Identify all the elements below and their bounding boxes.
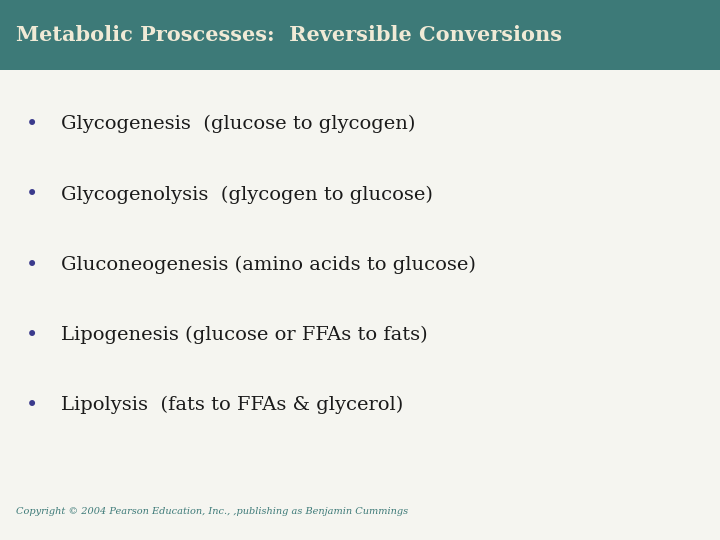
Text: •: • [26, 184, 39, 205]
Text: Metabolic Proscesses:  Reversible Conversions: Metabolic Proscesses: Reversible Convers… [16, 25, 562, 45]
Text: Lipogenesis (glucose or FFAs to fats): Lipogenesis (glucose or FFAs to fats) [61, 326, 428, 344]
Text: •: • [26, 254, 39, 275]
Text: •: • [26, 114, 39, 134]
Text: Gluconeogenesis (amino acids to glucose): Gluconeogenesis (amino acids to glucose) [61, 255, 476, 274]
Text: •: • [26, 395, 39, 415]
Text: Copyright © 2004 Pearson Education, Inc., ,publishing as Benjamin Cummings: Copyright © 2004 Pearson Education, Inc.… [16, 507, 408, 516]
Text: •: • [26, 325, 39, 345]
Text: Glycogenesis  (glucose to glycogen): Glycogenesis (glucose to glycogen) [61, 115, 415, 133]
Bar [0, 0, 720, 70]
Text: Lipolysis  (fats to FFAs & glycerol): Lipolysis (fats to FFAs & glycerol) [61, 396, 403, 414]
Text: Glycogenolysis  (glycogen to glucose): Glycogenolysis (glycogen to glucose) [61, 185, 433, 204]
